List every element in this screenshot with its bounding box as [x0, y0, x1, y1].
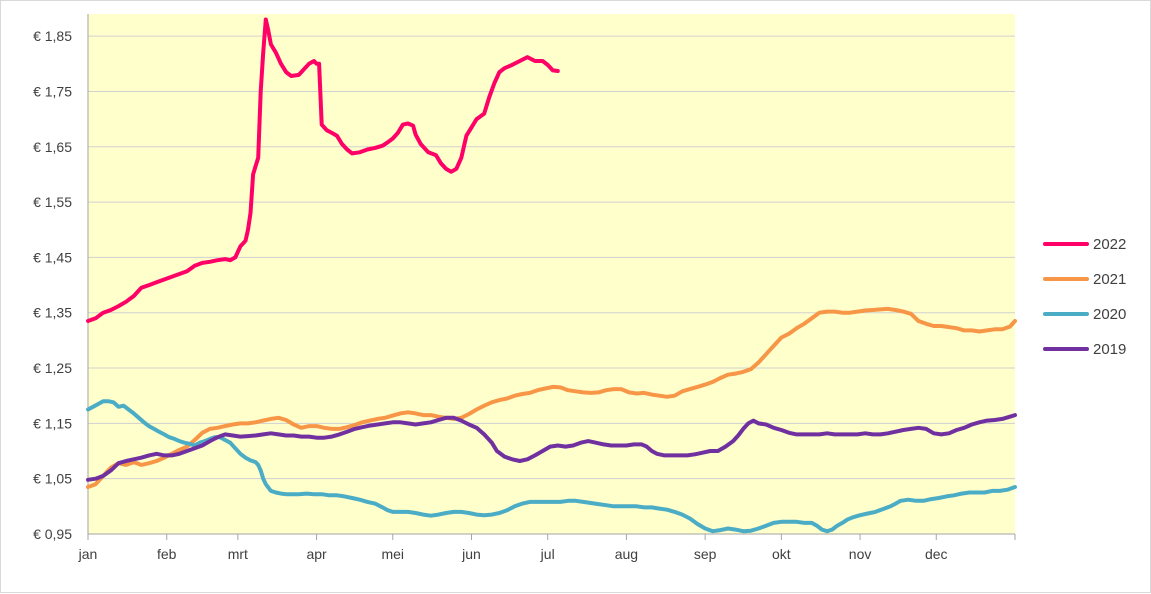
y-tick-label: € 0,95 [33, 526, 72, 542]
y-tick-label: € 1,35 [33, 305, 72, 321]
series-line-2022 [86, 17, 560, 323]
y-tick-label: € 1,15 [33, 415, 72, 431]
x-tick-label: nov [849, 546, 872, 562]
y-axis-tick-labels: € 0,95 € 1,05 € 1,15 € 1,25 € 1,35 € 1,45 € 1,… [33, 28, 72, 542]
x-tick-label: feb [157, 546, 177, 562]
x-tick-label: sep [694, 546, 717, 562]
x-tick-label: jan [78, 546, 98, 562]
x-tick-label: apr [306, 546, 327, 562]
series-lines [86, 17, 1017, 534]
x-tick-label: jul [540, 546, 555, 562]
y-tick-label: € 1,85 [33, 28, 72, 44]
y-tick-label: € 1,75 [33, 83, 72, 99]
x-tick-label: mrt [228, 546, 248, 562]
legend-label-2020: 2020 [1093, 306, 1126, 323]
y-tick-label: € 1,65 [33, 139, 72, 155]
y-tick-label: € 1,45 [33, 249, 72, 265]
x-axis-tick-labels: jan feb mrt apr mei jun jul aug sep okt nov dec [78, 546, 948, 562]
legend-label-2021: 2021 [1093, 271, 1126, 288]
legend-label-2022: 2022 [1093, 236, 1126, 253]
series-line-2019 [86, 413, 1017, 482]
plot-area-background [88, 14, 1015, 534]
legend-label-2019: 2019 [1093, 341, 1126, 358]
y-tick-label: € 1,25 [33, 360, 72, 376]
x-tick-label: okt [772, 546, 791, 562]
x-tick-label: dec [925, 546, 948, 562]
x-tick-label: jun [461, 546, 481, 562]
axes [87, 14, 1016, 540]
x-tick-label: aug [615, 546, 638, 562]
y-tick-label: € 1,05 [33, 471, 72, 487]
y-tick-label: € 1,55 [33, 194, 72, 210]
x-tick-label: mei [381, 546, 404, 562]
series-line-2020 [86, 399, 1017, 534]
legend: 2022 2021 2020 2019 [1043, 236, 1126, 358]
series-line-2021 [86, 306, 1017, 489]
